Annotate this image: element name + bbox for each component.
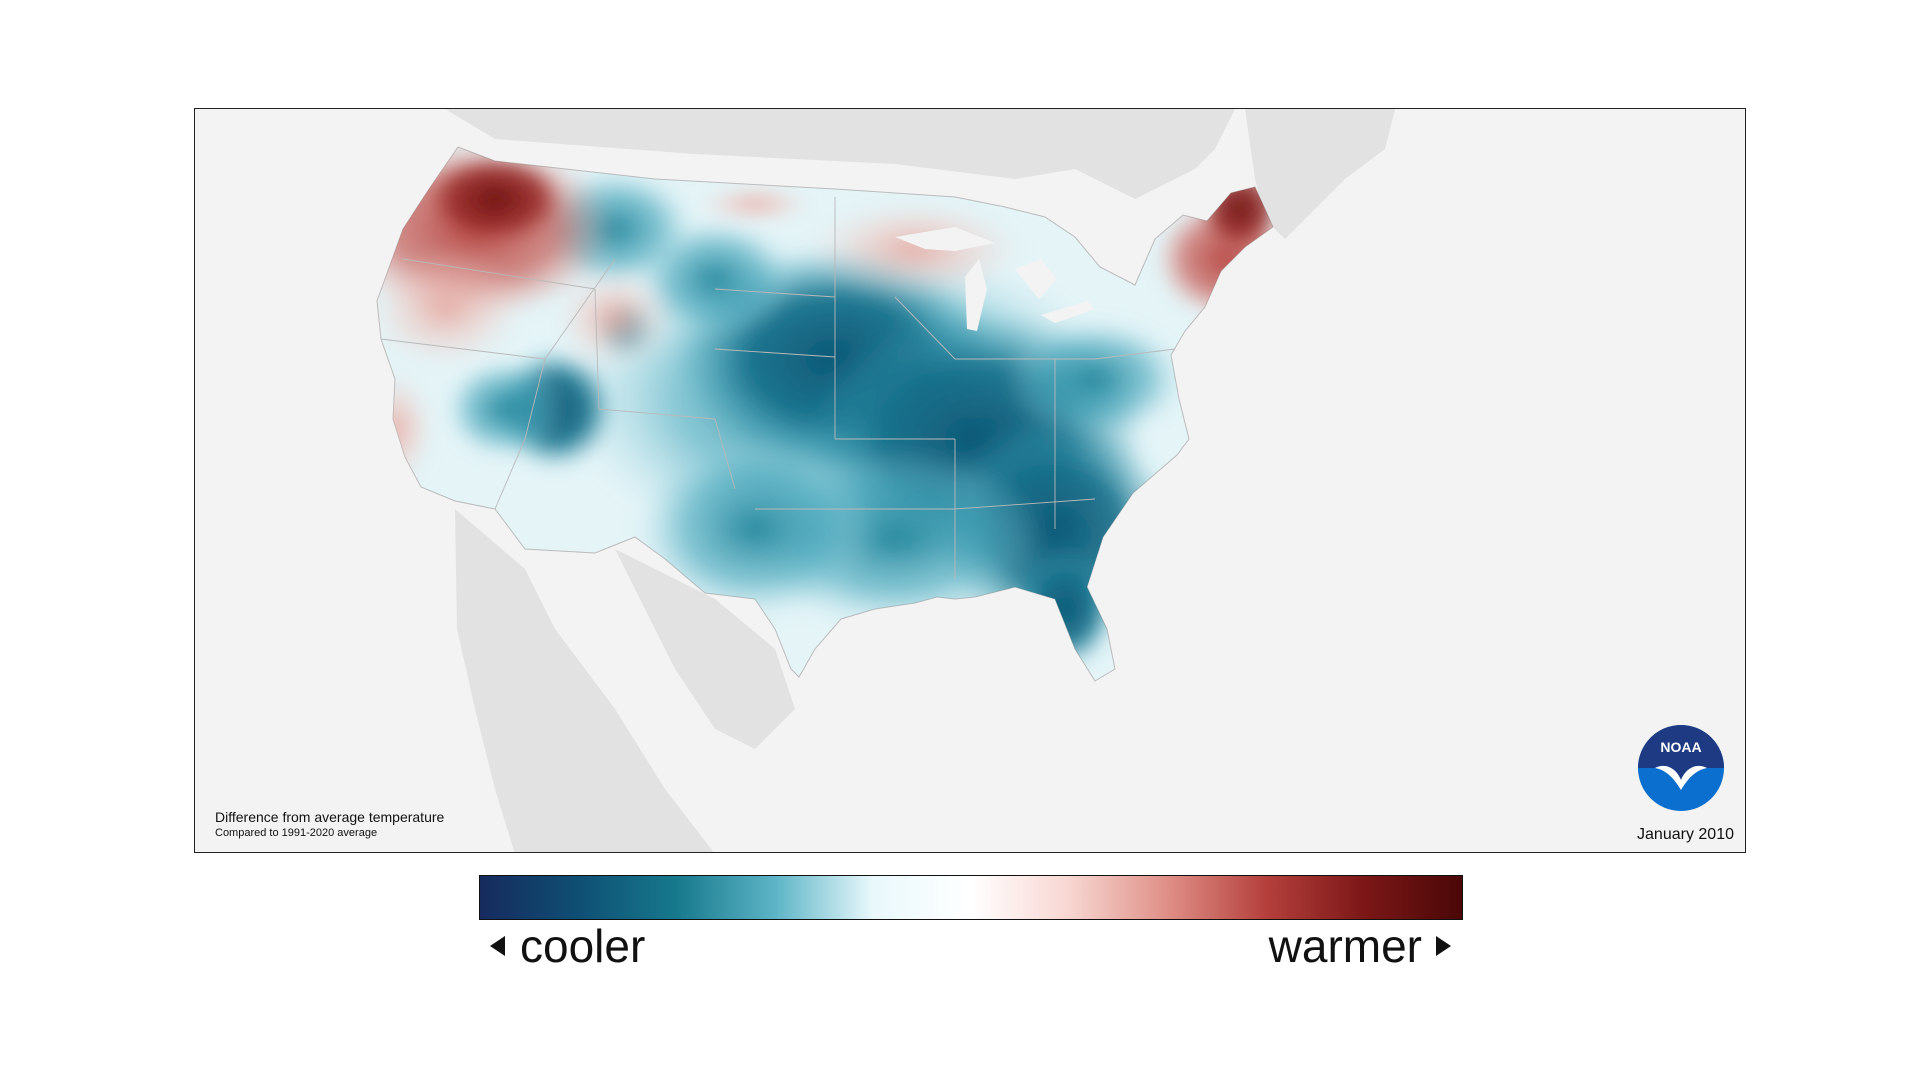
mexico-mainland — [615, 549, 795, 749]
eastern-canada-land — [1245, 109, 1395, 239]
mexico-land — [455, 509, 714, 852]
legend-cooler-label: cooler — [520, 920, 646, 972]
lake-erie — [1041, 301, 1095, 323]
caption-subtitle: Compared to 1991-2020 average — [215, 827, 378, 839]
map-date: January 2010 — [1637, 826, 1734, 843]
noaa-logo-icon: NOAA — [1637, 724, 1725, 812]
lake-superior — [895, 227, 995, 251]
lake-michigan — [965, 259, 987, 331]
noaa-logo-text: NOAA — [1660, 739, 1701, 755]
anomaly-field — [377, 147, 1273, 669]
color-scale-bar — [479, 875, 1463, 920]
temperature-anomaly-map — [376, 109, 1395, 852]
caption-title: Difference from average temperature — [215, 809, 445, 825]
left-arrow-icon — [490, 936, 505, 956]
map-caption: Difference from average temperature Comp… — [215, 808, 444, 840]
map-panel: Difference from average temperature Comp… — [194, 108, 1746, 853]
legend-warmer-label: warmer — [1268, 920, 1422, 972]
canada-land — [395, 109, 1235, 199]
lake-huron — [1015, 259, 1057, 299]
right-arrow-icon — [1436, 936, 1451, 956]
state-borders — [380, 197, 1176, 579]
